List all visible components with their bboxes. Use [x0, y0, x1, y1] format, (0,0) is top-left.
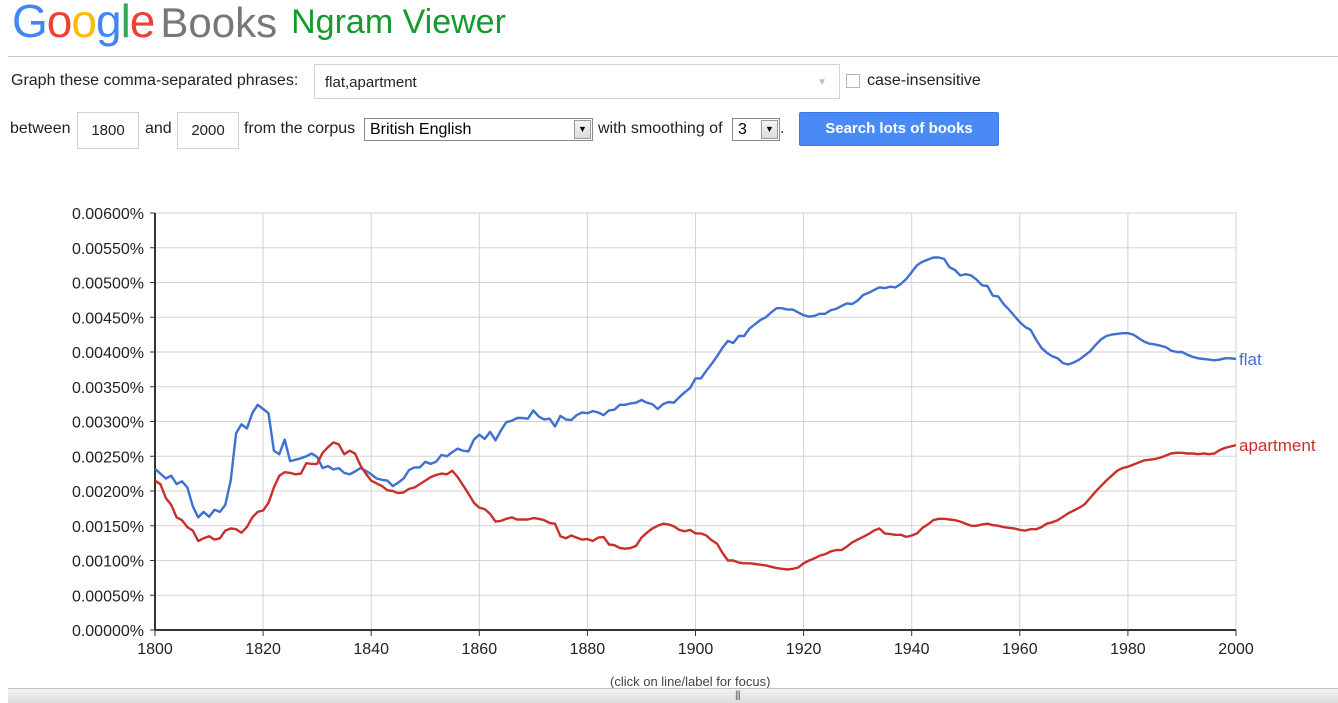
- y-tick-label: 0.00550%: [72, 241, 144, 258]
- case-insensitive-checkbox[interactable]: [846, 74, 860, 88]
- corpus-label: from the corpus: [244, 120, 356, 137]
- phrases-input[interactable]: flat,apartment ▼: [314, 64, 840, 99]
- corpus-select[interactable]: British English ▼: [364, 118, 593, 141]
- series-label-apartment[interactable]: apartment: [1239, 436, 1316, 455]
- series-line-flat[interactable]: [154, 256, 1237, 519]
- logo-books-word: Books: [160, 0, 278, 46]
- y-tick-label: 0.00100%: [72, 554, 144, 571]
- y-tick-label: 0.00400%: [72, 345, 144, 362]
- x-tick-label: 1900: [678, 641, 714, 658]
- smoothing-period: .: [780, 120, 785, 137]
- product-title: Ngram Viewer: [291, 3, 506, 41]
- logo-letter-o1: o: [46, 0, 73, 47]
- chart-axes: 0.00000% 0.00050% 0.00100% 0.00150% 0.00200%…: [72, 206, 1254, 658]
- corpus-dropdown-icon[interactable]: ▼: [574, 120, 591, 139]
- google-books-logo[interactable]: Google Books Ngram Viewer: [12, 0, 506, 50]
- logo-letter-l: l: [120, 0, 131, 47]
- case-insensitive-label[interactable]: case-insensitive: [867, 72, 981, 89]
- x-tick-label: 1800: [137, 641, 173, 658]
- y-tick-label: 0.00350%: [72, 380, 144, 397]
- y-tick-label: 0.00000%: [72, 623, 144, 640]
- scrollbar-grip-icon[interactable]: |||: [735, 690, 741, 701]
- x-tick-label: 1820: [245, 641, 281, 658]
- x-tick-label: 2000: [1218, 641, 1254, 658]
- header-divider: [8, 56, 1338, 57]
- logo-letter-g2: g: [95, 0, 122, 47]
- y-tick-label: 0.00500%: [72, 276, 144, 293]
- start-year-input[interactable]: 1800: [77, 112, 139, 149]
- y-tick-label: 0.00200%: [72, 484, 144, 501]
- corpus-select-value: British English: [370, 121, 472, 138]
- smoothing-select-value: 3: [738, 121, 747, 138]
- logo-letter-o2: o: [71, 0, 97, 47]
- x-tick-label: 1860: [462, 641, 498, 658]
- chart-hint: (click on line/label for focus): [610, 674, 771, 689]
- y-tick-label: 0.00150%: [72, 519, 144, 536]
- end-year-input[interactable]: 2000: [177, 112, 239, 149]
- horizontal-scrollbar[interactable]: |||: [8, 688, 1338, 703]
- smoothing-label: with smoothing of: [598, 120, 723, 137]
- smoothing-select[interactable]: 3 ▼: [732, 118, 780, 141]
- y-tick-label: 0.00250%: [72, 449, 144, 466]
- y-tick-label: 0.00600%: [72, 206, 144, 223]
- chart-series[interactable]: flat apartment: [154, 256, 1316, 571]
- chart-grid: [154, 212, 1237, 631]
- y-tick-label: 0.00450%: [72, 310, 144, 327]
- phrases-dropdown-icon[interactable]: ▼: [817, 77, 827, 88]
- x-tick-label: 1880: [570, 641, 606, 658]
- y-tick-label: 0.00050%: [72, 588, 144, 605]
- y-tick-label: 0.00300%: [72, 415, 144, 432]
- logo-letter-g1: G: [12, 0, 48, 47]
- x-tick-label: 1940: [894, 641, 930, 658]
- logo-letter-e: e: [129, 0, 156, 47]
- smoothing-dropdown-icon[interactable]: ▼: [761, 120, 778, 139]
- series-label-flat[interactable]: flat: [1239, 350, 1262, 369]
- x-tick-label: 1980: [1110, 641, 1146, 658]
- phrases-label: Graph these comma-separated phrases:: [11, 72, 299, 89]
- x-tick-label: 1960: [1002, 641, 1038, 658]
- x-tick-label: 1840: [353, 641, 389, 658]
- phrases-input-value: flat,apartment: [325, 74, 417, 91]
- series-line-apartment[interactable]: [154, 441, 1237, 571]
- and-label: and: [145, 120, 172, 137]
- between-label: between: [10, 120, 71, 137]
- search-button[interactable]: Search lots of books: [799, 112, 999, 146]
- x-tick-label: 1920: [786, 641, 822, 658]
- logo-google-word: Google: [12, 0, 156, 47]
